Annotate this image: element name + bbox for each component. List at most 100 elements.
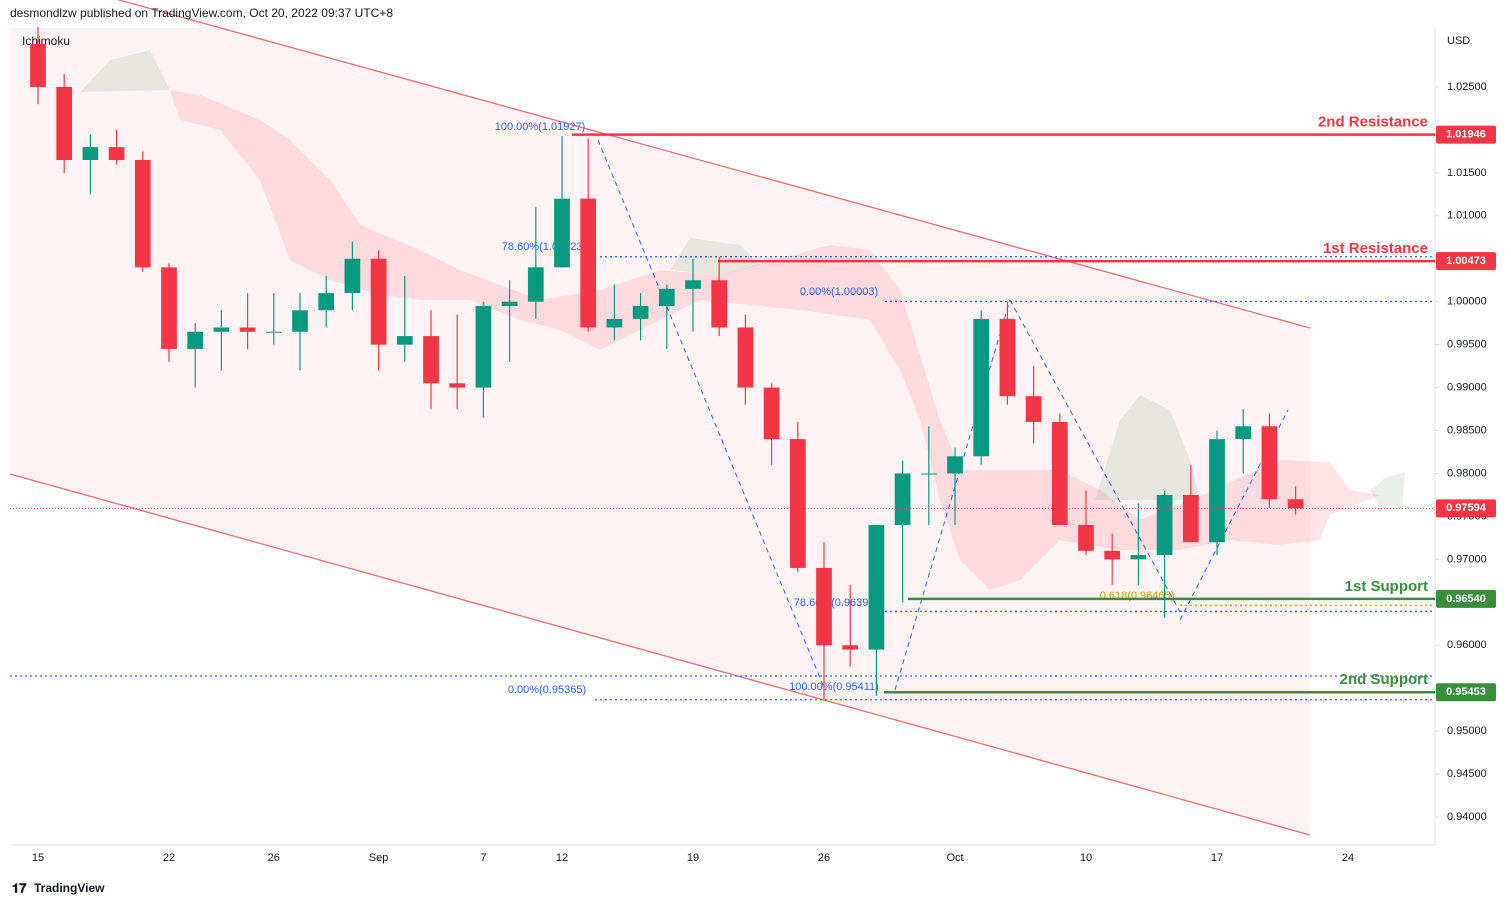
ichimoku-cloud-green bbox=[1370, 472, 1405, 508]
candle-body bbox=[108, 147, 125, 161]
level-name: 1st Resistance bbox=[1323, 240, 1428, 257]
level-name: 2nd Resistance bbox=[1318, 114, 1428, 131]
y-tick-label: 1.02500 bbox=[1447, 81, 1487, 93]
y-tick-label: 1.01500 bbox=[1447, 167, 1487, 179]
x-tick-label: 7 bbox=[480, 852, 486, 864]
candle-body bbox=[999, 318, 1016, 397]
channel-fill bbox=[10, 28, 1310, 835]
ichimoku-cloud-red bbox=[170, 90, 1380, 590]
candle-body bbox=[318, 293, 335, 311]
header: desmondlzw published on TradingView.com,… bbox=[10, 6, 393, 20]
ichimoku-cloud-green bbox=[1095, 395, 1200, 500]
y-tick-label: 0.97000 bbox=[1447, 553, 1487, 565]
candle-body bbox=[737, 327, 754, 388]
candle-body bbox=[920, 473, 937, 475]
x-tick-label: 24 bbox=[1342, 852, 1354, 864]
channel-upper bbox=[116, 0, 1311, 329]
candle-body bbox=[370, 258, 387, 345]
candle-body bbox=[187, 331, 204, 349]
y-tick-label: 0.98000 bbox=[1447, 467, 1487, 479]
level-box bbox=[1436, 125, 1496, 144]
candle-body bbox=[239, 327, 256, 332]
current-price-label: 0.97594 bbox=[1446, 502, 1487, 514]
candle-body bbox=[658, 288, 675, 307]
fib-annotation: 78.60%(1.00523) bbox=[502, 241, 586, 253]
level-label: 0.96540 bbox=[1446, 593, 1486, 605]
y-tick-label: 0.94500 bbox=[1447, 768, 1487, 780]
candle-body bbox=[947, 456, 963, 474]
candle-body bbox=[868, 525, 885, 650]
candle-body bbox=[1078, 525, 1094, 551]
candle-body bbox=[1051, 421, 1068, 526]
level-box bbox=[1436, 589, 1496, 608]
candle-body bbox=[161, 267, 177, 349]
x-tick-label: 12 bbox=[556, 852, 568, 864]
candle-body bbox=[1025, 396, 1042, 422]
x-tick-label: 15 bbox=[32, 852, 44, 864]
y-tick-label: 0.94000 bbox=[1447, 811, 1487, 823]
candle-body bbox=[580, 198, 597, 328]
candle-body bbox=[1182, 494, 1199, 543]
y-tick-label: 0.96000 bbox=[1447, 639, 1487, 651]
candle-body bbox=[213, 327, 230, 332]
fib-annotation: 100.00%(1.01927) bbox=[495, 121, 586, 133]
candle-body bbox=[973, 318, 990, 457]
x-tick-label: 10 bbox=[1080, 852, 1092, 864]
candle-body bbox=[1261, 426, 1278, 500]
y-tick-label: 0.98500 bbox=[1447, 424, 1487, 436]
candle-body bbox=[265, 331, 282, 333]
x-tick-label: Sep bbox=[369, 852, 389, 864]
level-label: 1.00473 bbox=[1446, 255, 1486, 267]
candle-body bbox=[554, 198, 570, 268]
fib-swings bbox=[597, 139, 1289, 691]
y-tick-label: 1.00000 bbox=[1447, 296, 1487, 308]
fib-annotation: 0.00%(1.00003) bbox=[800, 286, 878, 298]
level-box bbox=[1436, 252, 1496, 271]
candle-body bbox=[1235, 426, 1252, 440]
candle-body bbox=[1104, 550, 1121, 560]
candle-body bbox=[711, 280, 728, 328]
candle-body bbox=[344, 258, 361, 294]
candle-body bbox=[1287, 499, 1304, 509]
fib-annotation: 0.00%(0.95365) bbox=[508, 684, 586, 696]
y-tick-label: 0.99000 bbox=[1447, 381, 1487, 393]
candle-body bbox=[632, 306, 649, 319]
level-name: 1st Support bbox=[1345, 578, 1428, 595]
y-tick-label: 1.01000 bbox=[1447, 210, 1487, 222]
ichimoku-cloud-green bbox=[80, 50, 170, 92]
candle-body bbox=[789, 439, 806, 568]
x-tick-label: 26 bbox=[268, 852, 280, 864]
y-tick-label: 0.99500 bbox=[1447, 339, 1487, 351]
y-tick-label: 0.95000 bbox=[1447, 725, 1487, 737]
fib-annotation: 78.60%(0.96394) bbox=[794, 597, 878, 609]
level-label: 1.01946 bbox=[1446, 128, 1486, 140]
candle-body bbox=[763, 387, 780, 440]
level-box bbox=[1436, 683, 1496, 702]
candle-body bbox=[56, 87, 73, 161]
brand-logo: 𝟏𝟕 bbox=[12, 880, 27, 895]
candle-body bbox=[30, 44, 46, 88]
candle-body bbox=[685, 280, 701, 289]
candle-body bbox=[1209, 439, 1225, 543]
x-tick-label: Oct bbox=[946, 852, 963, 864]
channel-lower bbox=[9, 473, 1311, 836]
level-name: 2nd Support bbox=[1340, 671, 1428, 688]
candle-body bbox=[449, 383, 466, 388]
candle-body bbox=[396, 336, 413, 345]
candle-body bbox=[842, 645, 859, 650]
candle-body bbox=[606, 318, 623, 328]
indicator-label: Ichimoku bbox=[22, 34, 70, 48]
x-tick-label: 19 bbox=[687, 852, 699, 864]
fib-annotation: 100.00%(0.95411) bbox=[789, 681, 879, 693]
candle-body bbox=[423, 336, 439, 384]
candle-body bbox=[1130, 555, 1147, 560]
x-tick-label: 26 bbox=[818, 852, 830, 864]
brand: TradingView bbox=[34, 881, 105, 895]
candle-body bbox=[501, 301, 518, 307]
level-label: 0.95453 bbox=[1446, 686, 1486, 698]
x-tick-label: 22 bbox=[163, 852, 175, 864]
candle-body bbox=[816, 567, 832, 646]
currency: USD bbox=[1447, 35, 1470, 47]
candle-body bbox=[134, 160, 151, 268]
